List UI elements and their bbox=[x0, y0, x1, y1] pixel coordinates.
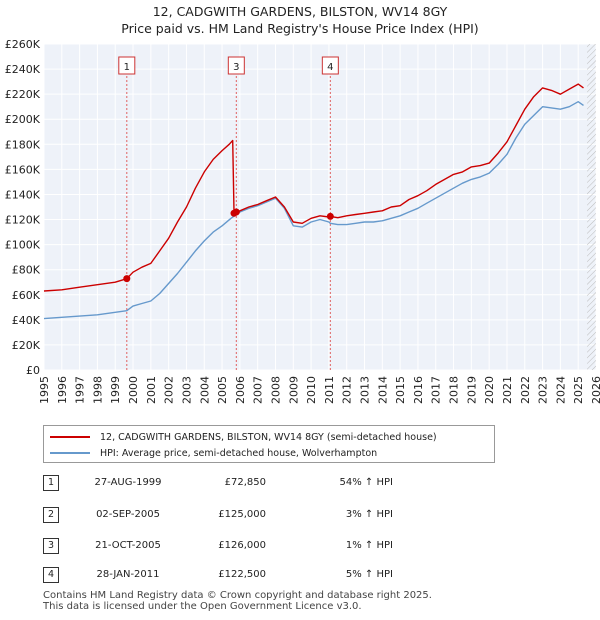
table-row: 1 27-AUG-1999 £72,850 54% ↑ HPI bbox=[43, 475, 463, 495]
hpi-line bbox=[43, 100, 584, 320]
legend-item-hpi: HPI: Average price, semi-detached house,… bbox=[50, 445, 377, 461]
x-tick-label: 2013 bbox=[359, 376, 372, 404]
marker-box bbox=[227, 56, 245, 75]
x-tick-label: 2001 bbox=[145, 376, 158, 404]
legend-label-property: 12, CADGWITH GARDENS, BILSTON, WV14 8GY … bbox=[100, 431, 437, 443]
x-tick-label: 2000 bbox=[127, 376, 140, 404]
transaction-hpi: 5% ↑ HPI bbox=[345, 569, 393, 580]
legend: 12, CADGWITH GARDENS, BILSTON, WV14 8GY … bbox=[43, 425, 495, 463]
y-tick-label: £140K bbox=[5, 188, 41, 201]
y-tick-label: £180K bbox=[5, 138, 41, 151]
x-tick-label: 2022 bbox=[519, 376, 532, 404]
y-tick-label: £160K bbox=[5, 163, 41, 176]
x-tick-label: 2003 bbox=[180, 376, 193, 404]
transaction-price: £72,850 bbox=[224, 477, 266, 488]
x-tick-label: 2006 bbox=[234, 376, 247, 404]
y-tick-label: £120K bbox=[5, 214, 41, 227]
transaction-number: 1 bbox=[43, 475, 59, 491]
transaction-date: 27-AUG-1999 bbox=[94, 477, 162, 488]
legend-swatch-red bbox=[50, 436, 90, 438]
transaction-price: £126,000 bbox=[218, 540, 266, 551]
marker-label: 3 bbox=[233, 62, 239, 73]
transaction-price: £125,000 bbox=[218, 509, 266, 520]
price-chart: £0 £20K £40K £60K £80K £100K £120K £140K £160K £1… bbox=[5, 38, 600, 404]
x-tick-label: 2016 bbox=[412, 376, 425, 404]
x-tick-label: 2010 bbox=[305, 376, 318, 404]
x-tick-label: 1996 bbox=[56, 376, 69, 404]
x-tick-label: 1999 bbox=[109, 376, 122, 404]
legend-item-property: 12, CADGWITH GARDENS, BILSTON, WV14 8GY … bbox=[50, 429, 437, 445]
x-tick-label: 2008 bbox=[269, 376, 282, 404]
x-tick-label: 2015 bbox=[394, 376, 407, 404]
transaction-number: 2 bbox=[43, 507, 59, 523]
x-tick-label: 2004 bbox=[198, 376, 211, 404]
x-tick-label: 2018 bbox=[448, 376, 461, 404]
y-tick-label: £40K bbox=[12, 314, 41, 327]
x-tick-label: 2025 bbox=[572, 376, 585, 404]
transaction-number: 4 bbox=[43, 567, 59, 583]
transaction-date: 02-SEP-2005 bbox=[96, 509, 160, 520]
x-tick-label: 2011 bbox=[323, 376, 336, 404]
y-tick-label: £60K bbox=[12, 289, 41, 302]
y-tick-label: £240K bbox=[5, 63, 41, 76]
x-tick-label: 2014 bbox=[376, 376, 389, 404]
transaction-point bbox=[123, 275, 131, 283]
x-tick-label: 2024 bbox=[554, 376, 567, 404]
table-row: 4 28-JAN-2011 £122,500 5% ↑ HPI bbox=[43, 567, 463, 587]
chart-title: 12, CADGWITH GARDENS, BILSTON, WV14 8GY bbox=[152, 4, 448, 19]
footer-licence: This data is licensed under the Open Gov… bbox=[43, 601, 362, 612]
x-tick-label: 2007 bbox=[252, 376, 265, 404]
property-price-line bbox=[43, 83, 584, 292]
x-tick-label: 2002 bbox=[163, 376, 176, 404]
x-tick-label: 2009 bbox=[287, 376, 300, 404]
x-tick-label: 2005 bbox=[216, 376, 229, 404]
transaction-price: £122,500 bbox=[218, 569, 266, 580]
x-tick-label: 2019 bbox=[465, 376, 478, 404]
y-tick-label: £220K bbox=[5, 88, 41, 101]
y-tick-label: £260K bbox=[5, 38, 41, 51]
legend-swatch-blue bbox=[50, 452, 90, 454]
table-row: 2 02-SEP-2005 £125,000 3% ↑ HPI bbox=[43, 507, 463, 527]
transaction-number: 3 bbox=[43, 538, 59, 554]
y-tick-label: £80K bbox=[12, 264, 41, 277]
x-tick-label: 2012 bbox=[341, 376, 354, 404]
plot-background bbox=[44, 44, 596, 370]
x-tick-label: 2020 bbox=[483, 376, 496, 404]
table-row: 3 21-OCT-2005 £126,000 1% ↑ HPI bbox=[43, 538, 463, 558]
marker-label: 1 bbox=[124, 62, 130, 73]
chart-subtitle: Price paid vs. HM Land Registry's House … bbox=[121, 21, 479, 36]
transaction-hpi: 1% ↑ HPI bbox=[345, 540, 393, 551]
x-tick-label: 2023 bbox=[537, 376, 550, 404]
y-tick-label: £20K bbox=[12, 339, 41, 352]
transaction-date: 28-JAN-2011 bbox=[96, 569, 160, 580]
transaction-hpi: 54% ↑ HPI bbox=[339, 477, 393, 488]
x-tick-label: 1997 bbox=[74, 376, 87, 404]
footer-copyright: Contains HM Land Registry data © Crown c… bbox=[43, 590, 432, 601]
marker-label: 4 bbox=[327, 62, 333, 73]
marker-box bbox=[118, 56, 136, 75]
transaction-hpi: 3% ↑ HPI bbox=[345, 509, 393, 520]
y-tick-label: £0 bbox=[26, 364, 40, 377]
marker-box bbox=[321, 56, 339, 75]
forecast-hatch bbox=[587, 44, 596, 370]
transaction-date: 21-OCT-2005 bbox=[95, 540, 161, 551]
y-tick-label: £200K bbox=[5, 113, 41, 126]
y-tick-label: £100K bbox=[5, 239, 41, 252]
x-tick-label: 1998 bbox=[91, 376, 104, 404]
x-tick-label: 2021 bbox=[501, 376, 514, 404]
transaction-point bbox=[326, 212, 334, 220]
transaction-point bbox=[232, 208, 240, 216]
x-tick-label: 2026 bbox=[590, 376, 600, 404]
x-tick-label: 1995 bbox=[38, 376, 51, 404]
legend-label-hpi: HPI: Average price, semi-detached house,… bbox=[100, 447, 378, 459]
x-tick-label: 2017 bbox=[430, 376, 443, 404]
